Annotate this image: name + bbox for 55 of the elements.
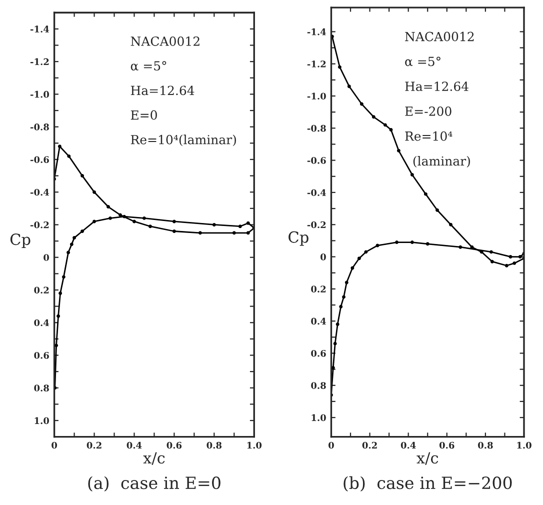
annotation: Re=10⁴(laminar) bbox=[130, 134, 236, 146]
y-tick-label: 0.2 bbox=[34, 286, 49, 294]
y-tick-label: 0.6 bbox=[311, 350, 326, 357]
annotation: (laminar) bbox=[413, 156, 470, 168]
y-tick-label: -0.2 bbox=[307, 221, 326, 228]
y-tick-label: 0.8 bbox=[311, 382, 326, 389]
y-tick-label: -0.8 bbox=[30, 124, 49, 130]
x-tick-label: 0.2 bbox=[86, 442, 102, 449]
text: (b) case in E=−200 bbox=[344, 476, 512, 492]
y-axis-title: Cp bbox=[10, 234, 30, 248]
y-tick-label: 0.4 bbox=[311, 318, 326, 325]
y-tick-label: 0.8 bbox=[34, 384, 49, 392]
x-tick-label: 0 bbox=[52, 442, 58, 449]
x-tick-label: 0 bbox=[328, 442, 334, 449]
x-tick-label: 1.0 bbox=[247, 442, 262, 449]
annotation: E=-200 bbox=[405, 106, 452, 116]
x-tick-label: 0.6 bbox=[166, 442, 182, 449]
x-tick-label: 0.8 bbox=[206, 442, 222, 449]
annotation: α =5° bbox=[405, 56, 440, 66]
y-tick-label: -0.6 bbox=[30, 156, 49, 164]
x-tick-label: 0.4 bbox=[400, 442, 416, 449]
x-tick-label: 0.6 bbox=[439, 442, 454, 449]
annotation: E=0 bbox=[130, 110, 157, 120]
y-tick-label: 1.0 bbox=[34, 417, 50, 424]
x-axis-title: x/c bbox=[416, 452, 438, 465]
y-tick-label: -1.2 bbox=[307, 60, 326, 68]
y-tick-label: -1.0 bbox=[30, 90, 50, 98]
text: (a) case in E=0 bbox=[88, 476, 220, 492]
annotation: Re=10⁴ bbox=[405, 131, 452, 141]
annotation: α =5° bbox=[130, 61, 166, 71]
annotation: NACA0012 bbox=[130, 36, 200, 46]
y-tick-label: 1.0 bbox=[312, 414, 326, 422]
x-tick-label: 0.8 bbox=[478, 442, 493, 449]
y-tick-label: -0.6 bbox=[307, 157, 326, 164]
y-tick-label: 0.4 bbox=[34, 319, 50, 326]
y-tick-label: -0.2 bbox=[30, 221, 49, 228]
x-tick-label: 0.4 bbox=[126, 442, 142, 449]
annotation: Ha=12.64 bbox=[130, 86, 194, 96]
x-tick-label: 0.2 bbox=[362, 442, 377, 449]
y-tick-label: -0.4 bbox=[307, 189, 326, 196]
x-tick-label: 1.0 bbox=[517, 442, 532, 449]
annotation: Ha=12.64 bbox=[405, 82, 468, 92]
y-axis-title: Cp bbox=[288, 231, 308, 246]
y-tick-label: -1.0 bbox=[307, 92, 326, 100]
y-tick-label: 0 bbox=[44, 254, 50, 261]
annotation: NACA0012 bbox=[405, 32, 474, 42]
y-tick-label: 0.6 bbox=[34, 352, 49, 359]
y-tick-label: -0.8 bbox=[307, 124, 326, 132]
y-tick-label: 0 bbox=[320, 253, 326, 260]
y-tick-label: -1.2 bbox=[30, 58, 49, 66]
x-axis-title: x/c bbox=[143, 452, 165, 465]
y-tick-label: -1.4 bbox=[307, 28, 326, 36]
y-tick-label: 0.2 bbox=[311, 286, 326, 292]
y-tick-label: -1.4 bbox=[30, 26, 50, 32]
y-tick-label: -0.4 bbox=[30, 188, 50, 196]
